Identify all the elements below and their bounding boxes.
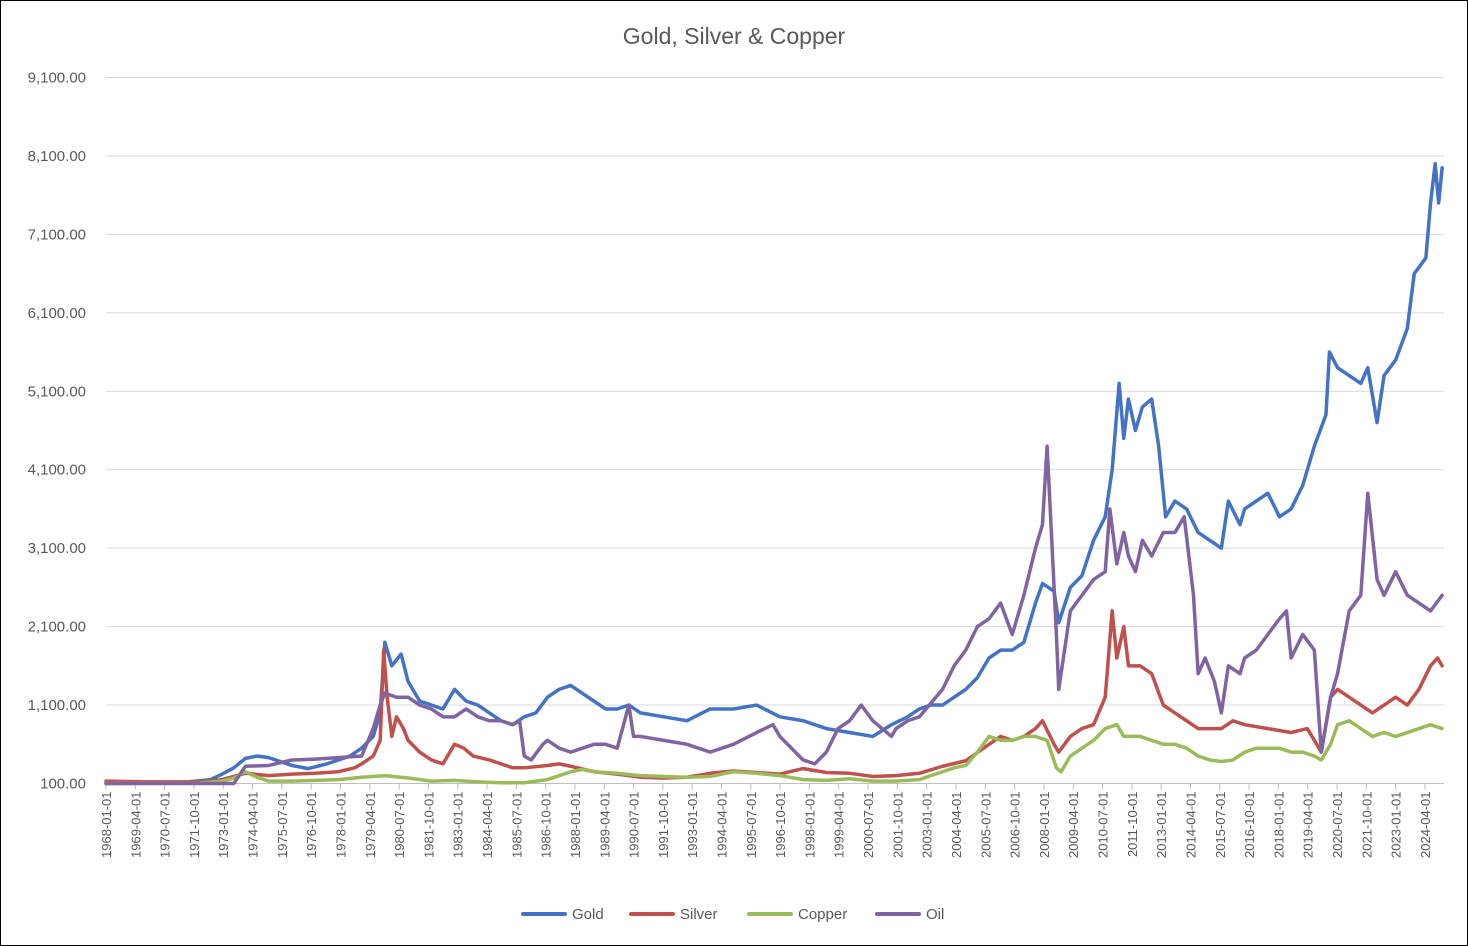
legend-label-oil: Oil: [926, 906, 944, 923]
x-tick-label: 2019-04-01: [1301, 792, 1316, 859]
x-tick-label: 2018-01-01: [1271, 792, 1286, 859]
x-tick-label: 1985-07-01: [509, 792, 524, 859]
x-tick-label: 2011-10-01: [1125, 792, 1140, 858]
x-tick-label: 2008-01-01: [1037, 792, 1052, 859]
y-tick-label: 4,100.00: [28, 462, 86, 479]
legend-label-gold: Gold: [572, 906, 604, 923]
x-tick-label: 1993-01-01: [685, 792, 700, 859]
x-tick-label: 1969-04-01: [128, 792, 143, 859]
legend: Gold Silver Copper Oil: [521, 906, 944, 923]
x-tick-label: 2006-10-01: [1008, 792, 1023, 859]
x-tick-label: 2013-01-01: [1154, 792, 1169, 859]
legend-label-silver: Silver: [680, 906, 718, 923]
y-tick-label: 2,100.00: [28, 619, 86, 636]
y-tick-label: 8,100.00: [28, 148, 86, 165]
y-tick-label: 9,100.00: [28, 70, 86, 87]
y-tick-label: 1,100.00: [28, 697, 86, 714]
y-tick-label: 7,100.00: [28, 226, 86, 243]
series-line-oil: [104, 444, 1444, 786]
x-tick-label: 1998-01-01: [802, 792, 817, 859]
x-tick-label: 1983-01-01: [451, 792, 466, 859]
y-tick-label: 6,100.00: [28, 305, 86, 322]
x-tick-label: 1995-07-01: [744, 792, 759, 859]
x-axis: 1968-01-01 1969-04-01 1970-07-01 1971-10-01…: [99, 783, 1444, 859]
x-tick-label: 1984-04-01: [480, 792, 495, 859]
x-tick-label: 2016-10-01: [1242, 792, 1257, 859]
x-tick-label: 1971-10-01: [187, 792, 202, 859]
series-line-copper: [104, 718, 1444, 786]
x-tick-label: 1981-10-01: [421, 792, 436, 859]
x-tick-label: 1990-07-01: [627, 792, 642, 859]
x-tick-label: 1974-04-01: [246, 792, 261, 859]
x-tick-label: 2004-04-01: [949, 792, 964, 859]
gridlines: [106, 77, 1444, 706]
x-tick-label: 2000-07-01: [861, 792, 876, 859]
x-tick-label: 1986-10-01: [539, 792, 554, 859]
x-tick-label: 2014-04-01: [1183, 792, 1198, 859]
x-tick-label: 1999-04-01: [832, 792, 847, 859]
x-tick-label: 1975-07-01: [275, 792, 290, 859]
x-tick-label: 1991-10-01: [656, 792, 671, 859]
x-tick-label: 2015-07-01: [1213, 792, 1228, 859]
x-tick-label: 2005-07-01: [978, 792, 993, 859]
x-tick-label: 2001-10-01: [890, 792, 905, 859]
x-tick-label: 1996-10-01: [773, 792, 788, 859]
x-tick-label: 1994-04-01: [715, 792, 730, 859]
y-tick-label: 5,100.00: [28, 383, 86, 400]
chart-title: Gold, Silver & Copper: [623, 23, 846, 49]
x-tick-label: 2003-01-01: [920, 792, 935, 859]
series-line-gold: [104, 162, 1444, 786]
x-tick-label: 1980-07-01: [392, 792, 407, 859]
x-tick-label: 2020-07-01: [1330, 792, 1345, 859]
legend-label-copper: Copper: [798, 906, 847, 923]
x-tick-label: 1968-01-01: [99, 792, 114, 859]
x-tick-label: 1973-01-01: [216, 792, 231, 859]
x-tick-label: 1989-04-01: [597, 792, 612, 859]
series-line-silver: [104, 609, 1444, 784]
x-tick-label: 2023-01-01: [1389, 792, 1404, 859]
x-tick-label: 2021-10-01: [1359, 792, 1374, 859]
x-tick-label: 1978-01-01: [333, 792, 348, 859]
y-axis-ticks: 100.00 1,100.00 2,100.00 3,100.00 4,100.00 5,…: [28, 70, 86, 793]
series-lines: [104, 162, 1444, 786]
x-tick-label: 2009-04-01: [1066, 792, 1081, 859]
x-tick-label: 1988-01-01: [568, 792, 583, 859]
x-tick-label: 1976-10-01: [304, 792, 319, 859]
y-tick-label: 100.00: [40, 776, 86, 793]
x-tick-label: 1970-07-01: [158, 792, 173, 859]
x-tick-label: 2010-07-01: [1096, 792, 1111, 859]
x-tick-label: 1979-04-01: [363, 792, 378, 859]
x-tick-label: 2024-04-01: [1418, 792, 1433, 859]
y-tick-label: 3,100.00: [28, 540, 86, 557]
